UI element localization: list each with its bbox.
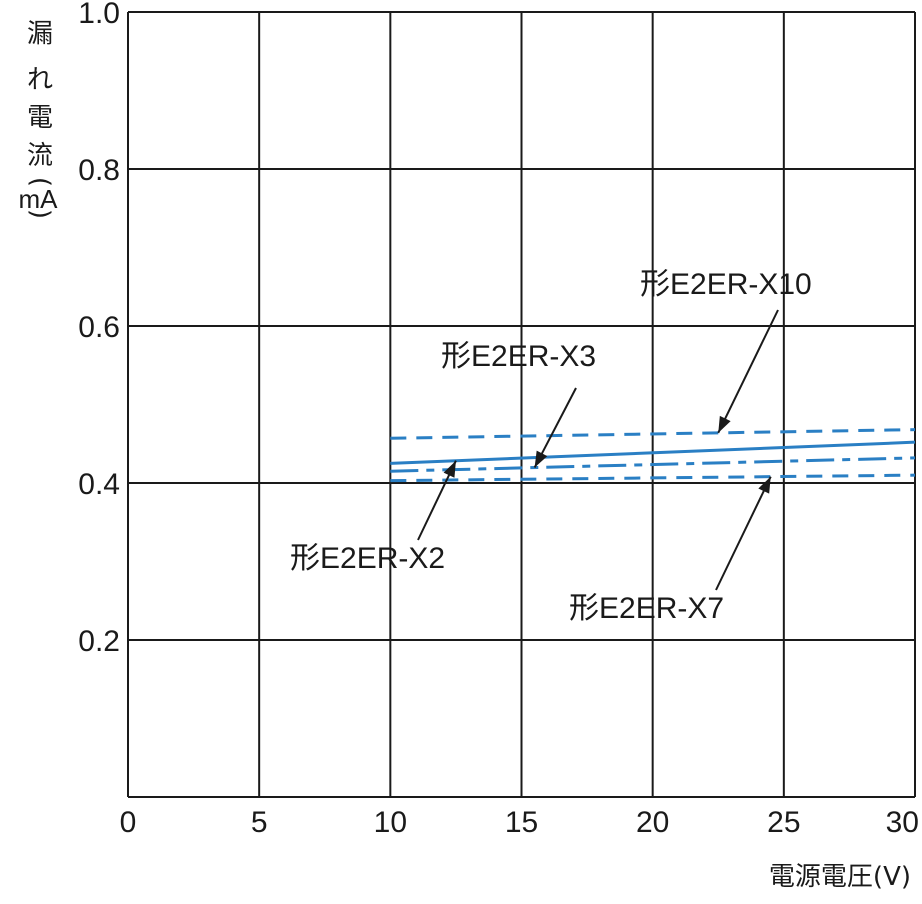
series-annotation: 形E2ER-X10 [640,268,812,301]
series-annotation: 形E2ER-X2 [290,542,445,575]
series-line [390,456,916,473]
annotation-arrowhead [443,460,456,478]
y-label-char: ) [25,209,55,219]
y-tick-label: 0.6 [78,311,120,344]
annotations: 形E2ER-X2 形E2ER-X3 形E2ER-X7 形E2ER-X10 [290,268,812,625]
x-tick-label: 0 [120,806,137,839]
series-line [390,473,916,483]
series-line [390,428,916,440]
x-axis-label: 電源電圧(V) [769,862,911,892]
annotation-arrowhead [758,476,771,494]
series-annotation: 形E2ER-X7 [569,592,724,625]
y-label-char: れ [27,65,53,95]
y-label-char: 漏 [27,19,53,49]
x-tick-label: 15 [505,806,538,839]
grid [127,11,916,798]
y-label-char: 流 [27,141,53,171]
annotation-arrowhead [718,415,731,433]
x-tick-label: 20 [636,806,669,839]
y-tick-label: 1.0 [78,0,120,30]
x-tick-label: 30 [886,806,919,839]
y-label-char: ( [25,177,55,187]
annotation-arrowhead [534,450,548,468]
annotation-arrow [715,476,772,591]
series-line [390,440,916,465]
x-tick-label: 25 [767,806,800,839]
x-tick-label: 10 [374,806,407,839]
y-label-char: 電 [27,103,53,133]
tick-labels: 0 5 10 15 20 25 30 0.2 0.4 0.6 0.8 1.0 [78,0,919,839]
series-lines [390,428,916,483]
y-tick-label: 0.2 [78,625,120,658]
annotation-arrow [717,309,779,434]
y-tick-label: 0.4 [78,468,120,501]
series-annotation: 形E2ER-X3 [441,340,596,373]
y-label-char: mA [19,184,59,214]
y-tick-label: 0.8 [78,154,120,187]
x-tick-label: 5 [251,806,268,839]
